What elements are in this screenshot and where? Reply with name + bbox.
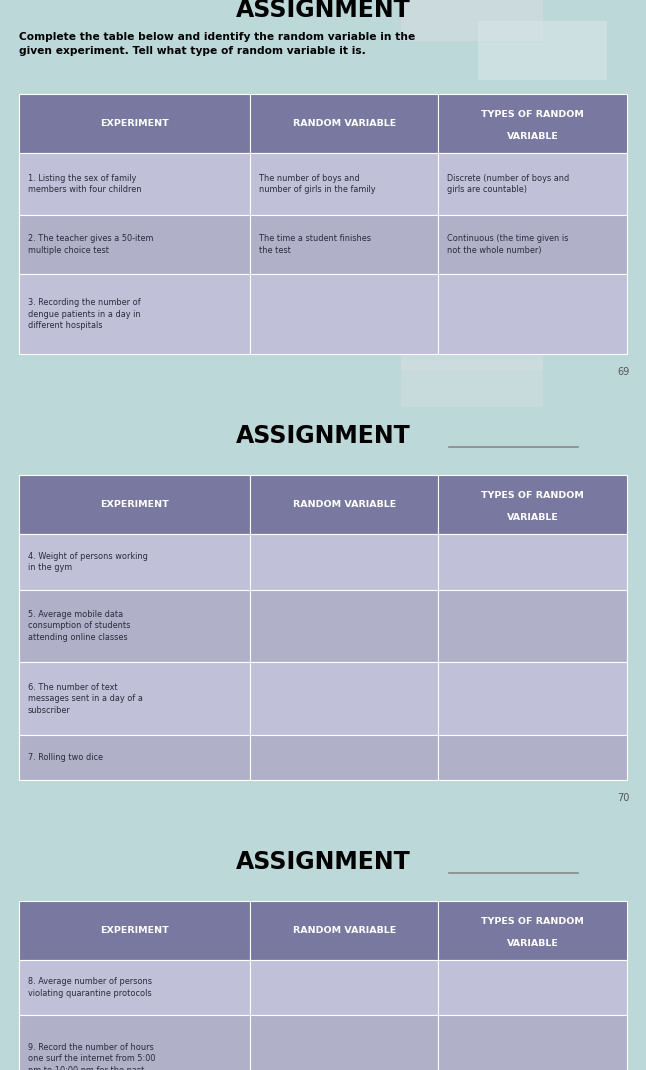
Text: 4. Weight of persons working
in the gym: 4. Weight of persons working in the gym bbox=[28, 551, 148, 572]
Bar bbox=[439, 475, 627, 534]
Text: TYPES OF RANDOM: TYPES OF RANDOM bbox=[481, 491, 584, 500]
Bar bbox=[250, 475, 439, 534]
Bar bbox=[250, 901, 439, 960]
Bar bbox=[439, 534, 627, 590]
Text: 5. Average mobile data
consumption of students
attending online classes: 5. Average mobile data consumption of st… bbox=[28, 610, 130, 642]
Bar bbox=[250, 215, 439, 274]
Bar bbox=[19, 901, 250, 960]
Bar bbox=[439, 215, 627, 274]
Bar bbox=[250, 534, 439, 590]
Text: EXPERIMENT: EXPERIMENT bbox=[100, 500, 169, 509]
Text: 8. Average number of persons
violating quarantine protocols: 8. Average number of persons violating q… bbox=[28, 977, 152, 998]
Text: EXPERIMENT: EXPERIMENT bbox=[100, 926, 169, 935]
Text: Continuous (the time given is
not the whole number): Continuous (the time given is not the wh… bbox=[447, 234, 568, 255]
Bar bbox=[19, 534, 250, 590]
Bar bbox=[250, 153, 439, 215]
Bar bbox=[19, 735, 250, 780]
Bar bbox=[401, 0, 543, 41]
Bar bbox=[439, 960, 627, 1015]
Bar bbox=[401, 701, 543, 749]
Text: The time a student finishes
the test: The time a student finishes the test bbox=[258, 234, 371, 255]
Text: RANDOM VARIABLE: RANDOM VARIABLE bbox=[293, 119, 396, 128]
Bar bbox=[250, 960, 439, 1015]
Bar bbox=[250, 274, 439, 354]
Text: 3. Recording the number of
dengue patients in a day in
different hospitals: 3. Recording the number of dengue patien… bbox=[28, 299, 140, 330]
Bar bbox=[250, 590, 439, 662]
Bar bbox=[439, 662, 627, 735]
Bar bbox=[439, 153, 627, 215]
Text: The number of boys and
number of girls in the family: The number of boys and number of girls i… bbox=[258, 173, 375, 195]
Bar bbox=[19, 274, 250, 354]
Text: VARIABLE: VARIABLE bbox=[506, 513, 558, 522]
Text: ASSIGNMENT: ASSIGNMENT bbox=[236, 0, 410, 21]
Text: VARIABLE: VARIABLE bbox=[506, 132, 558, 141]
Bar bbox=[19, 662, 250, 735]
Bar bbox=[439, 735, 627, 780]
Bar bbox=[19, 153, 250, 215]
Text: EXPERIMENT: EXPERIMENT bbox=[100, 119, 169, 128]
Text: 6. The number of text
messages sent in a day of a
subscriber: 6. The number of text messages sent in a… bbox=[28, 683, 143, 715]
Text: 69: 69 bbox=[618, 367, 630, 377]
Text: 7. Rolling two dice: 7. Rolling two dice bbox=[28, 753, 103, 762]
Text: Complete the table below and identify the random variable in the
given experimen: Complete the table below and identify th… bbox=[19, 32, 415, 56]
Text: RANDOM VARIABLE: RANDOM VARIABLE bbox=[293, 926, 396, 935]
Bar bbox=[250, 94, 439, 153]
Bar bbox=[19, 1015, 250, 1070]
Bar bbox=[439, 901, 627, 960]
Bar bbox=[19, 94, 250, 153]
Bar bbox=[401, 358, 543, 407]
Text: 70: 70 bbox=[618, 793, 630, 802]
Text: ASSIGNMENT: ASSIGNMENT bbox=[236, 850, 410, 873]
Bar bbox=[401, 669, 543, 717]
Text: RANDOM VARIABLE: RANDOM VARIABLE bbox=[293, 500, 396, 509]
Bar bbox=[19, 590, 250, 662]
Text: VARIABLE: VARIABLE bbox=[506, 938, 558, 948]
Text: 2. The teacher gives a 50-item
multiple choice test: 2. The teacher gives a 50-item multiple … bbox=[28, 234, 153, 255]
Bar bbox=[250, 662, 439, 735]
Bar bbox=[439, 1015, 627, 1070]
Bar bbox=[250, 1015, 439, 1070]
Text: ASSIGNMENT: ASSIGNMENT bbox=[236, 424, 410, 447]
Bar bbox=[478, 21, 607, 80]
Bar bbox=[439, 590, 627, 662]
Bar bbox=[401, 323, 543, 371]
Text: 9. Record the number of hours
one surf the internet from 5:00
pm to 10:00 pm for: 9. Record the number of hours one surf t… bbox=[28, 1043, 155, 1070]
Text: Discrete (number of boys and
girls are countable): Discrete (number of boys and girls are c… bbox=[447, 173, 569, 195]
Bar bbox=[19, 475, 250, 534]
Bar bbox=[19, 960, 250, 1015]
Bar bbox=[439, 94, 627, 153]
Text: TYPES OF RANDOM: TYPES OF RANDOM bbox=[481, 110, 584, 119]
Text: TYPES OF RANDOM: TYPES OF RANDOM bbox=[481, 917, 584, 926]
Bar bbox=[439, 274, 627, 354]
Bar bbox=[19, 215, 250, 274]
Bar bbox=[250, 735, 439, 780]
Text: 1. Listing the sex of family
members with four children: 1. Listing the sex of family members wit… bbox=[28, 173, 141, 195]
